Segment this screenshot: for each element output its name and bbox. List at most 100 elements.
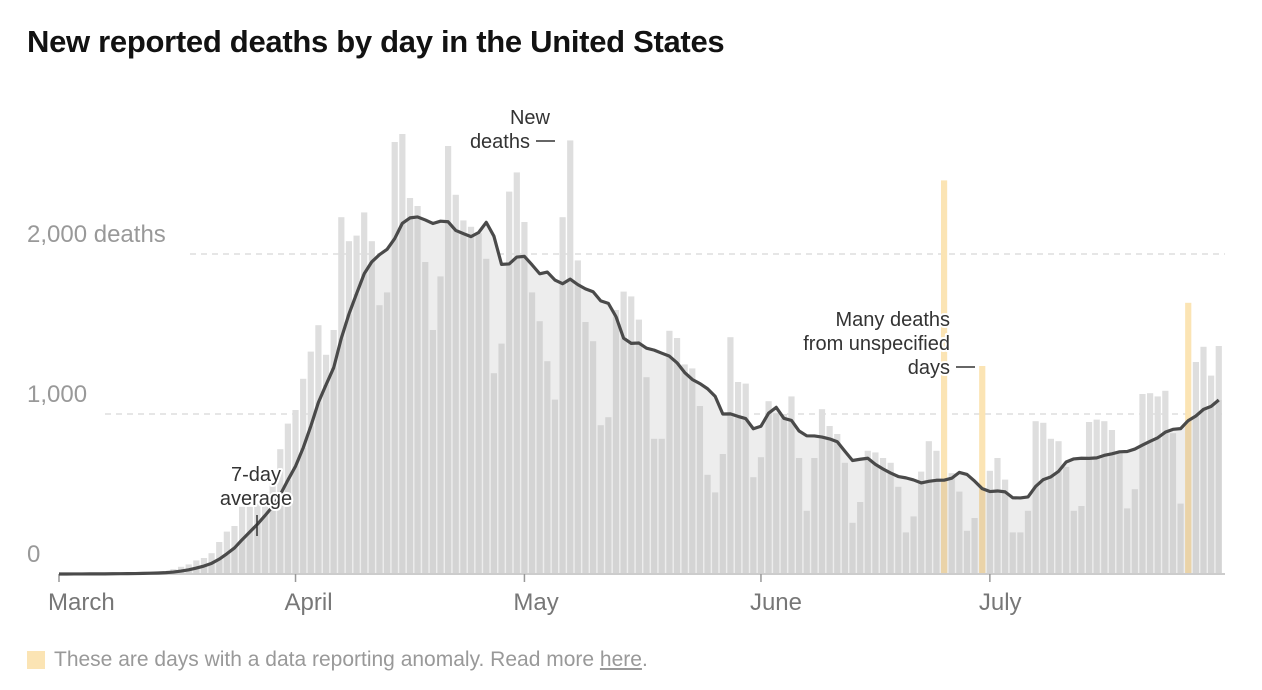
bar-above-average [635,319,642,344]
bar-above-average [368,241,375,262]
bar [521,256,528,574]
bar [841,462,848,574]
bar [437,276,444,574]
bar [361,273,368,574]
bar-above-average [200,558,208,567]
bar [1177,503,1184,574]
y-tick-label: 1,000 [27,381,87,408]
anomaly-legend-swatch [27,651,45,669]
y-tick-label: 0 [27,541,40,568]
bar [414,216,421,574]
bar [582,322,589,574]
bar [452,230,459,574]
bar [902,532,910,574]
bar-above-average [673,338,681,363]
bar [658,438,665,574]
bar [330,367,337,574]
bar [879,468,887,574]
bar [1040,479,1047,574]
read-more-link[interactable]: here [599,648,642,671]
bar [1208,406,1215,574]
bar-above-average [948,473,955,479]
bar [223,553,230,574]
bar [757,457,765,574]
footnote-end: . [641,648,648,671]
bar-above-average [872,452,879,465]
x-tick-label: June [750,589,802,616]
bar [1139,445,1146,574]
annotation-average-2: average [220,488,292,510]
bar [513,257,520,574]
bar [422,262,429,574]
bar-above-average [506,191,513,264]
bar-above-average [353,235,360,294]
bar [391,238,398,575]
bar [208,563,215,574]
bar [1101,455,1108,574]
bar-above-average [1215,346,1222,400]
bar [956,491,963,574]
average-line [59,215,1220,576]
y-tick-label: 2,000 deaths [27,221,166,248]
bar [483,258,490,574]
bar [620,338,627,574]
bar [1146,441,1154,574]
bar [239,539,246,574]
bar [681,372,688,574]
bar [826,438,833,574]
x-ticks: March April May June July [48,574,1022,616]
x-tick-label: May [513,589,558,616]
bar [528,292,536,574]
bar-above-average [1047,438,1054,477]
bar-above-average [193,560,200,569]
bar-above-average [681,364,688,373]
x-tick-label: March [48,589,115,616]
bar-above-average [1200,346,1207,410]
bar [918,482,925,574]
bar-above-average [788,396,795,421]
bar [1009,532,1016,574]
bar [734,416,742,574]
bar [1169,433,1177,574]
bar [925,481,932,574]
bar [796,458,803,574]
gridlines [105,253,1225,415]
bar [1024,510,1032,574]
bar [200,566,208,574]
bar [834,441,841,574]
bar-above-average [887,462,894,474]
bar [406,217,414,574]
bar [1070,510,1077,574]
bar [635,343,642,574]
bar-above-average [246,506,253,533]
bar [567,279,574,574]
bar-above-average [399,134,406,224]
bar-above-average [864,450,871,459]
bar-above-average [818,409,826,438]
bar [551,399,559,574]
bar-above-average [269,478,276,507]
bar-above-average [300,378,307,448]
bar [315,402,322,574]
bar [933,480,940,574]
bar-above-average [1101,421,1108,456]
bar-above-average [216,542,223,560]
bar-above-average [666,330,673,357]
bar-above-average [1108,430,1116,454]
bar [544,361,551,574]
bar [475,233,482,574]
bar [857,502,864,574]
bar [750,477,757,574]
bar [780,418,787,574]
bar [1093,457,1100,574]
bar [895,486,902,574]
bar [376,305,383,574]
bar-above-average [513,172,520,258]
bar [811,458,818,574]
bar-above-average [1162,390,1169,433]
bar-above-average [925,441,932,482]
bar [1078,506,1085,574]
bar-above-average [994,458,1001,491]
bar [765,413,772,574]
bar-above-average [742,383,749,419]
